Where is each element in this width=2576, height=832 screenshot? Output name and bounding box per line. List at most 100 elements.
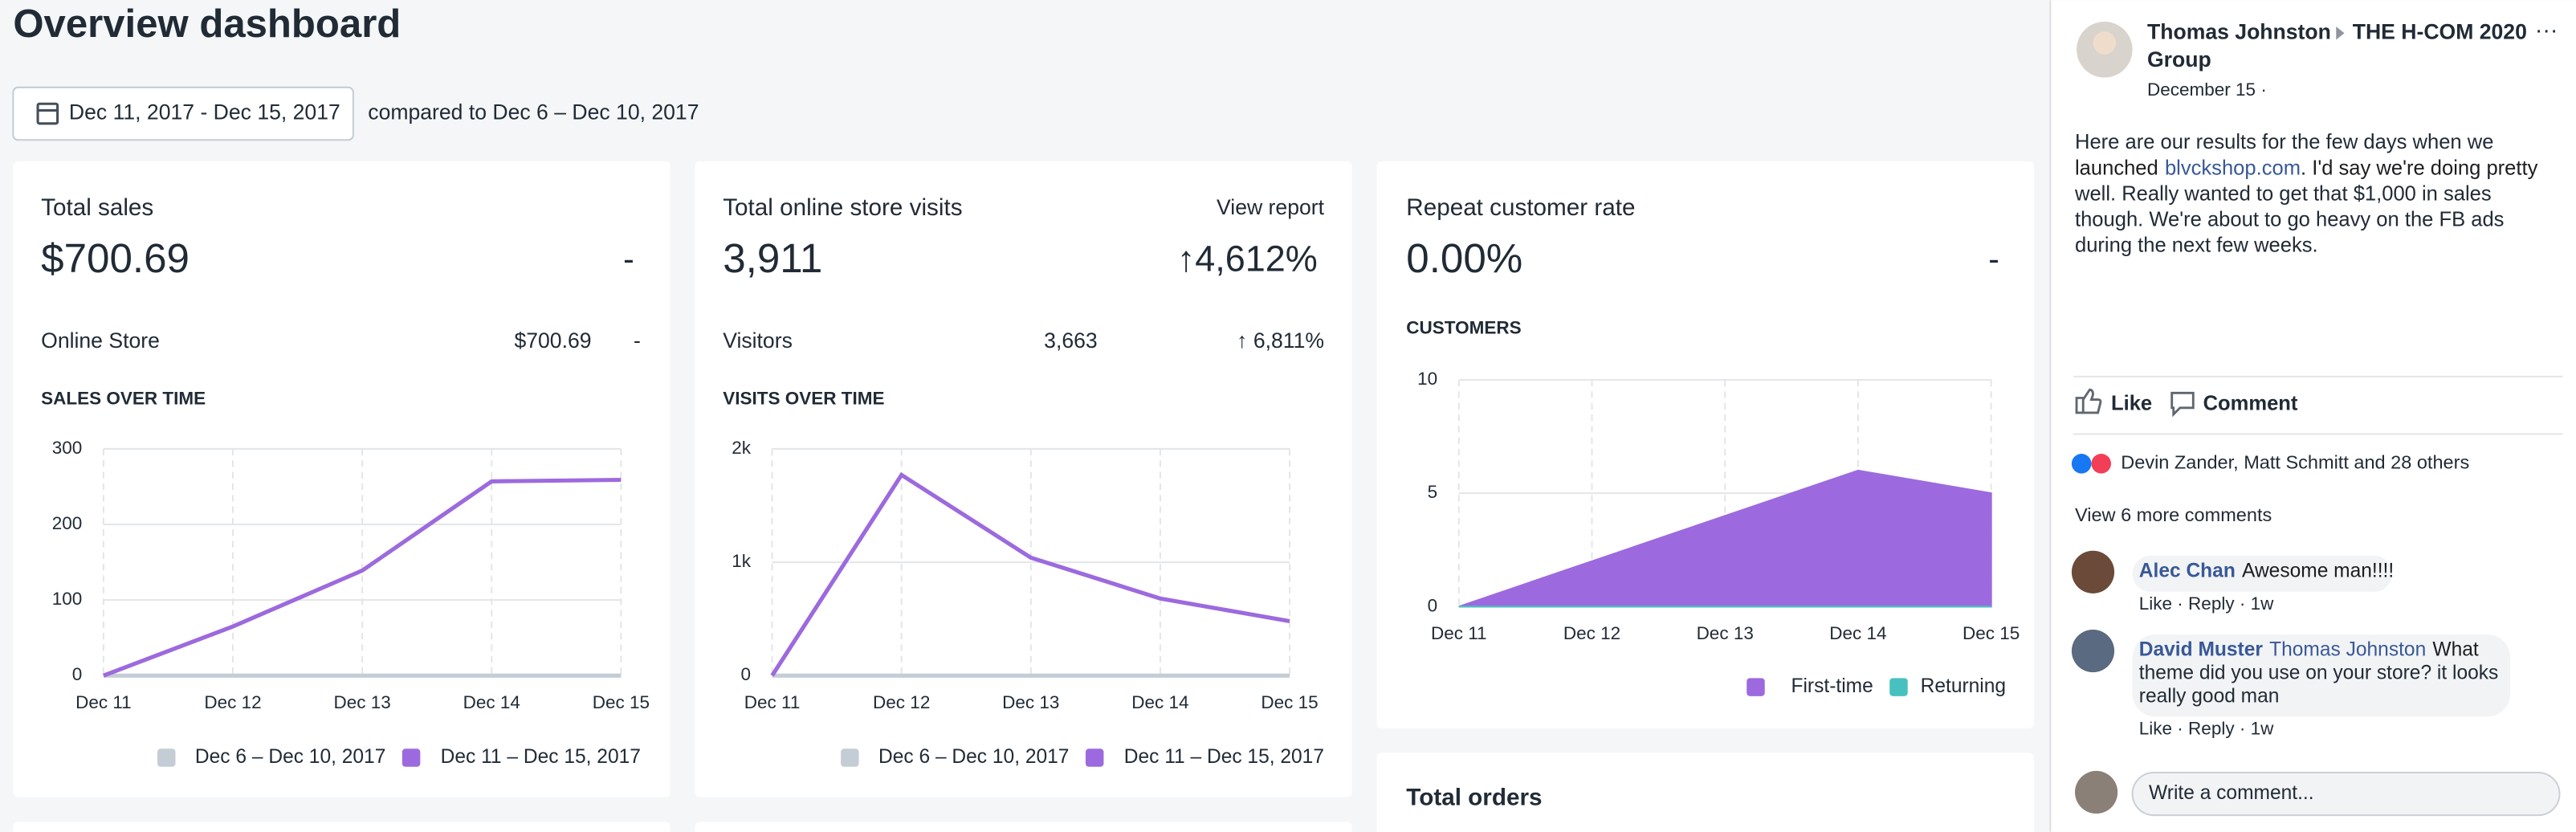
row-value: $700.69 — [514, 328, 591, 353]
y-tick-label: 100 — [52, 589, 83, 609]
card-title: Repeat customer rate — [1406, 194, 1635, 221]
more-options[interactable]: ··· — [2535, 18, 2558, 43]
comment-author[interactable]: David Muster — [2139, 639, 2264, 661]
metric-value: 3,911 — [723, 235, 822, 281]
x-tick-label: Dec 15 — [1261, 692, 1318, 712]
card-title: Total sales — [41, 194, 153, 221]
x-tick-label: Dec 12 — [873, 692, 930, 712]
x-tick-label: Dec 14 — [1131, 692, 1188, 712]
comparison: compared to Dec 6 – Dec 10, 2017 — [368, 100, 699, 124]
avatar[interactable] — [2071, 629, 2115, 673]
comment-text: theme did you use on your store? it look… — [2139, 663, 2499, 684]
x-tick-label: Dec 15 — [1963, 623, 2020, 643]
post-date: December 15 · — [2147, 80, 2267, 100]
legend-label: Returning — [1921, 675, 2006, 697]
reaction-love — [2091, 454, 2112, 474]
legend-label: Dec 6 – Dec 10, 2017 — [878, 746, 1069, 768]
date-picker[interactable] — [12, 86, 354, 141]
comment-bubble — [2132, 634, 2511, 717]
y-tick-label: 5 — [1428, 482, 1438, 502]
row-label: Visitors — [723, 328, 793, 353]
y-tick-label: 10 — [1417, 369, 1437, 389]
reaction-like — [2071, 454, 2092, 474]
legend-swatch — [1747, 678, 1765, 696]
comment-text: What — [2432, 639, 2478, 661]
row-label: Online Store — [41, 328, 160, 353]
calendar-icon — [36, 102, 59, 125]
comment-text: Alec Chan Awesome man!!!! — [2139, 561, 2394, 582]
post-text: . I'd say we're doing pretty — [2301, 157, 2538, 179]
x-tick-label: Dec 11 — [75, 692, 132, 712]
date-range[interactable]: Dec 11, 2017 - Dec 15, 2017 — [69, 100, 340, 124]
line — [770, 471, 1290, 677]
like-button[interactable]: Like — [2111, 392, 2152, 414]
view-report[interactable]: View report — [1217, 195, 1325, 219]
legend-swatch — [401, 748, 421, 767]
comment-text: Awesome man!!!! — [2242, 561, 2394, 582]
card-title: Total online store visits — [723, 194, 962, 221]
y-tick-label: 0 — [72, 664, 83, 684]
comment-bubble — [2132, 555, 2392, 592]
row-change: - — [634, 328, 641, 353]
metric-change: ↑4,612% — [1177, 239, 1318, 279]
x-tick-label: Dec 11 — [744, 692, 801, 712]
like-icon — [2075, 388, 2102, 414]
avatar[interactable] — [2074, 770, 2118, 814]
post-group[interactable]: Group — [2147, 47, 2211, 71]
comment-author[interactable]: Alec Chan — [2139, 561, 2236, 582]
comment-meta[interactable]: Like · Reply · 1w — [2139, 719, 2274, 739]
metric-change: - — [1988, 240, 1999, 277]
legend-label: Dec 6 – Dec 10, 2017 — [195, 746, 385, 768]
avatar-face — [2093, 31, 2117, 55]
avatar[interactable] — [2071, 550, 2115, 593]
comment-text: really good man — [2139, 685, 2280, 707]
row-value: 3,663 — [1044, 328, 1098, 353]
row-change: ↑ 6,811% — [1237, 328, 1324, 353]
card — [695, 161, 1352, 797]
legend-swatch — [1889, 678, 1908, 696]
post-text: well. Really wanted to get that $1,000 i… — [2074, 182, 2492, 205]
card — [13, 822, 670, 832]
y-tick-label: 1k — [732, 551, 752, 571]
more-comments[interactable]: View 6 more comments — [2075, 504, 2272, 525]
metric-change: - — [623, 240, 634, 277]
y-tick-label: 2k — [732, 438, 752, 458]
comment-icon — [2170, 391, 2195, 418]
y-tick-label: 300 — [52, 438, 83, 458]
y-tick-label: 0 — [740, 664, 751, 684]
comment-meta[interactable]: Like · Reply · 1w — [2139, 593, 2274, 614]
section-label: CUSTOMERS — [1406, 318, 1521, 338]
card — [13, 161, 670, 797]
legend-swatch — [157, 748, 176, 767]
card — [1376, 752, 2034, 832]
metric-value: 0.00% — [1406, 235, 1522, 281]
legend-label: First-time — [1791, 675, 1873, 697]
legend-label: Dec 11 – Dec 15, 2017 — [441, 746, 641, 768]
comment-mention[interactable]: Thomas Johnston — [2269, 639, 2426, 661]
legend-swatch — [841, 748, 859, 767]
x-tick-label: Dec 12 — [1563, 623, 1620, 643]
legend-label: Dec 11 – Dec 15, 2017 — [1124, 746, 1324, 768]
post-group[interactable]: THE H-COM 2020 — [2353, 19, 2527, 43]
arrow — [2336, 27, 2345, 40]
comment-button[interactable]: Comment — [2203, 392, 2298, 414]
post-author[interactable]: Thomas Johnston — [2147, 19, 2331, 43]
x-tick-label: Dec 11 — [1431, 623, 1487, 643]
comment-input[interactable] — [2131, 771, 2561, 817]
x-tick-label: Dec 13 — [1002, 692, 1059, 712]
x-tick-label: Dec 15 — [593, 692, 650, 712]
card — [695, 822, 1352, 832]
card-title: Total orders — [1406, 785, 1542, 811]
post-text: though. We're about to go heavy on the F… — [2075, 208, 2504, 230]
post-link[interactable]: blvckshop.com — [2165, 157, 2301, 179]
x-tick-label: Dec 13 — [1697, 623, 1754, 643]
line — [102, 477, 622, 678]
post-text: launched blvckshop.com. I'd say we're doi… — [2075, 157, 2538, 179]
post-text: Here are our results for the few days wh… — [2075, 131, 2493, 153]
reactions[interactable]: Devin Zander, Matt Schmitt and 28 others — [2121, 452, 2469, 473]
x-tick-label: Dec 12 — [204, 692, 261, 712]
x-tick-label: Dec 14 — [463, 692, 520, 712]
x-tick-label: Dec 13 — [333, 692, 390, 712]
metric-value: $700.69 — [41, 235, 190, 281]
